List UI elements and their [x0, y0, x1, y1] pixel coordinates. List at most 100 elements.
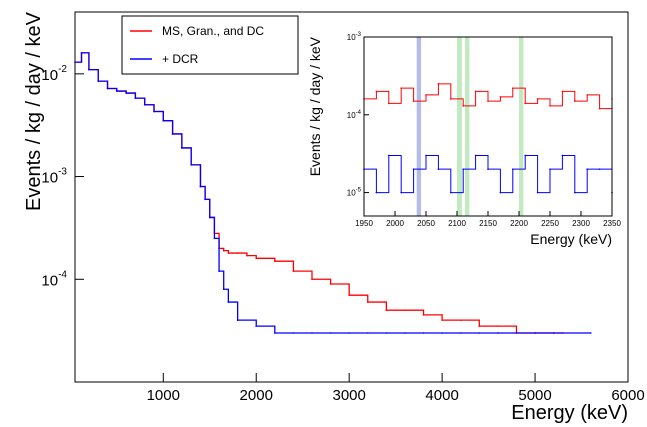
main-series-1-point	[190, 164, 192, 166]
legend-box	[121, 15, 299, 75]
inset-series-0-point	[549, 105, 551, 107]
main-series-0-point	[311, 278, 313, 281]
main-series-0-point	[404, 309, 406, 312]
main-series-0-point	[478, 325, 481, 327]
main-x-axis-label: Energy (keV)	[511, 402, 628, 424]
main-series-0-point	[348, 294, 350, 296]
main-x-tick-label: 2000	[240, 387, 273, 404]
inset-band-2	[465, 37, 470, 216]
main-series-1-point	[329, 332, 332, 334]
legend: MS, Gran., and DC + DCR	[121, 15, 299, 75]
main-series-1-point	[497, 332, 499, 334]
main-series-1-point	[441, 332, 443, 334]
inset-x-tick-label: 2200	[510, 219, 528, 228]
inset-series-1-point	[437, 168, 440, 170]
main-series-1-point	[80, 52, 83, 54]
main-series-1-point	[106, 87, 109, 90]
main-plot-frame	[74, 11, 629, 383]
main-series-1-point	[590, 332, 592, 334]
main-y-tick-exp: -4	[58, 269, 67, 280]
inset-x-tick-label: 2150	[479, 219, 497, 228]
inset-series-1-point	[561, 154, 564, 157]
inset-series-1-point	[388, 154, 390, 157]
inset-x-axis-label: Energy (keV)	[530, 231, 612, 247]
main-series-1-point	[88, 68, 90, 71]
main-series-1-point	[171, 133, 174, 135]
inset-highlight-bands	[416, 37, 524, 216]
main-series-0-point	[366, 301, 369, 303]
inset-series-0-point	[412, 100, 415, 102]
inset-series-1-point	[524, 154, 526, 157]
main-series-1-point	[208, 216, 211, 219]
main-series-1-point	[348, 332, 350, 334]
main-y-tick-base: 10	[41, 170, 58, 187]
inset-y-tick-exp: -5	[356, 188, 362, 194]
main-series-1-point	[459, 332, 462, 334]
main-series-0-point	[255, 257, 258, 260]
main-series-0-point	[497, 325, 499, 327]
main-series-0-point	[227, 252, 230, 254]
inset-y-tick-label: 10-3	[347, 32, 362, 42]
main-series-1-point	[213, 237, 216, 240]
inset-series-1-point	[450, 191, 452, 194]
inset-x-tick-label: 2350	[603, 219, 621, 228]
inset-y-tick-exp: -4	[356, 110, 362, 116]
main-series-1-point	[134, 97, 137, 99]
main-series	[74, 52, 592, 334]
inset-band-0	[416, 37, 422, 216]
inset-series-1-point	[574, 191, 576, 194]
main-y-tick-exp: -2	[58, 64, 67, 75]
inset-y-tick-exp: -3	[356, 32, 362, 38]
main-series-1-point	[125, 92, 127, 94]
main-series-0-point	[274, 260, 276, 262]
inset-series-0-point	[499, 96, 502, 98]
main-y-tick-label: 10-4	[41, 269, 67, 289]
inset-series-0-point	[524, 102, 526, 105]
main-series-1-point	[552, 332, 555, 334]
main-series-1-point	[366, 332, 369, 334]
inset-series-1-point	[375, 191, 378, 194]
inset-y-tick-base: 10	[347, 33, 356, 42]
main-series-1-point	[181, 147, 183, 149]
main-series-0-point	[459, 319, 462, 321]
inset-axes: 1950 2000 2050 2100 2150 2200 2250 2300 235010-3…	[307, 32, 621, 247]
inset-series-1-point	[474, 154, 477, 157]
main-series-0-point	[385, 309, 388, 312]
inset-series-1-point	[598, 168, 601, 170]
main-axes: 1000 2000 3000 4000 5000 600010-210-310-4Ener…	[23, 11, 645, 424]
inset-series-1-point	[462, 168, 465, 170]
main-series-1-point	[404, 332, 406, 334]
main-series-1-point	[422, 332, 425, 334]
inset-series-0-point	[450, 98, 452, 100]
inset-series-1-point	[536, 191, 539, 194]
main-frame	[74, 11, 629, 383]
main-series-1-point	[74, 61, 76, 63]
main-series-1-point	[274, 332, 276, 334]
inset-series-0-point	[474, 90, 477, 93]
inset-x-tick-label: 2000	[386, 219, 404, 228]
main-series-0-point	[236, 252, 239, 254]
main-series-1-point	[116, 90, 118, 92]
inset-series-1-point	[400, 191, 403, 194]
legend-label-series-1: + DCR	[162, 52, 199, 66]
main-series-0-point	[292, 270, 295, 272]
main-series-1-line	[75, 52, 591, 334]
main-x-tick-label: 3000	[332, 387, 365, 404]
inset-x-tick-label: 2100	[448, 219, 466, 228]
main-series-1-point	[97, 80, 100, 82]
main-series-1-point	[515, 332, 518, 334]
inset-series-1-point	[487, 168, 489, 170]
main-series-1-point	[292, 332, 295, 334]
inset-series-0-point	[586, 94, 588, 96]
inset-series-0-point	[437, 83, 440, 85]
inset-series-1-point	[549, 168, 551, 170]
main-series-0-point	[246, 254, 248, 257]
inset-band-1	[457, 37, 462, 216]
main-x-tick-label: 6000	[611, 387, 644, 404]
inset-band-3	[519, 37, 524, 216]
main-y-axis-label: Events / kg / day / keV	[23, 11, 45, 211]
inset-y-axis-label: Events / kg / day / keV	[307, 36, 323, 176]
inset-series-1-point	[412, 168, 415, 170]
main-x-tick-label: 1000	[147, 387, 180, 404]
